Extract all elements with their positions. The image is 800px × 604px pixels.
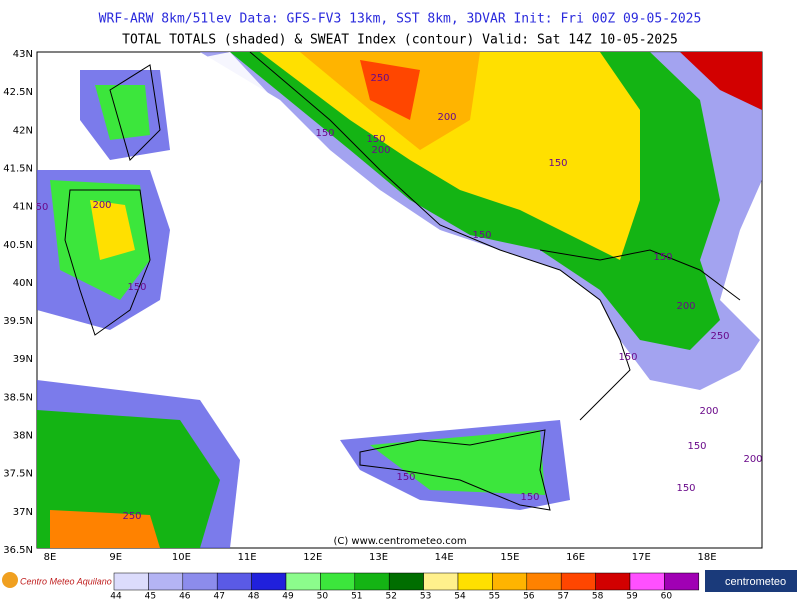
logo-box — [705, 570, 797, 592]
colorbar-swatch — [526, 572, 562, 591]
lat-label: 42N — [13, 125, 33, 136]
logo-icon — [2, 572, 18, 588]
contour-label: 200 — [699, 406, 718, 417]
colorbar-label: 49 — [282, 592, 294, 601]
lat-label: 42.5N — [3, 87, 33, 98]
contour-label: 200 — [92, 200, 111, 211]
lon-label: 13E — [369, 552, 388, 563]
colorbar-swatch — [113, 572, 149, 591]
colorbar-swatch — [457, 572, 493, 591]
lat-label: 43N — [13, 49, 33, 60]
lon-label: 11E — [238, 552, 257, 563]
lon-label: 14E — [435, 552, 454, 563]
colorbar-swatch — [148, 572, 184, 591]
logo-right: centrometeo — [705, 570, 797, 592]
contour-label: 200 — [371, 145, 390, 156]
sicily-coast — [359, 429, 551, 511]
colorbar-label: 54 — [454, 592, 466, 601]
lat-label: 38N — [13, 431, 33, 442]
contour-label: 50 — [36, 202, 49, 213]
contour-label: 150 — [472, 230, 491, 241]
colorbar-swatch — [320, 572, 356, 591]
contour-label: 250 — [710, 331, 729, 342]
lon-label: 9E — [109, 552, 122, 563]
logo-left: Centro Meteo Aquilano — [2, 572, 112, 588]
lon-label: 12E — [303, 552, 322, 563]
contour-label: 250 — [122, 511, 141, 522]
colorbar-label: 59 — [626, 592, 638, 601]
colorbar-swatch — [182, 572, 218, 591]
lat-label: 39N — [13, 354, 33, 365]
lon-label: 18E — [697, 552, 716, 563]
contour-label: 150 — [653, 252, 672, 263]
contour-label: 150 — [127, 282, 146, 293]
colorbar-swatch — [595, 572, 631, 591]
colorbar-swatch — [423, 572, 459, 591]
colorbar-swatch — [216, 572, 252, 591]
colorbar-label: 44 — [110, 592, 122, 601]
colorbar-label: 50 — [317, 592, 329, 601]
colorbar-swatch — [251, 572, 287, 591]
lon-label: 10E — [172, 552, 191, 563]
logo-right-text: centrometeo — [725, 576, 786, 588]
header-line1: WRF-ARW 8km/51lev Data: GFS-FV3 13km, SS… — [99, 12, 702, 27]
corsica-coast — [109, 64, 161, 161]
colorbar-swatch — [560, 572, 596, 591]
contour-label: 200 — [676, 301, 695, 312]
contour-label: 200 — [437, 112, 456, 123]
lat-label: 40.5N — [3, 240, 33, 251]
colorbar-swatch — [629, 572, 665, 591]
map-area — [36, 51, 763, 549]
colorbar-swatch — [492, 572, 528, 591]
contour-label: 150 — [687, 441, 706, 452]
header-line2: TOTAL TOTALS (shaded) & SWEAT Index (con… — [122, 33, 678, 48]
copyright: (C) www.centrometeo.com — [333, 536, 466, 547]
sardinia-coast — [64, 189, 151, 336]
logo-left-text: Centro Meteo Aquilano — [20, 576, 112, 586]
contour-label: 250 — [370, 73, 389, 84]
contour-label: 150 — [676, 483, 695, 494]
colorbar-label: 46 — [179, 592, 191, 601]
lat-label: 41N — [13, 202, 33, 213]
colorbar-label: 57 — [557, 592, 568, 601]
colorbar-label: 48 — [248, 592, 260, 601]
contour-label: 150 — [315, 128, 334, 139]
lat-label: 41.5N — [3, 163, 33, 174]
lon-label: 16E — [566, 552, 585, 563]
colorbar-swatch — [285, 572, 321, 591]
shaded-field — [37, 52, 762, 548]
lat-label: 39.5N — [3, 316, 33, 327]
colorbar-label: 45 — [145, 592, 156, 601]
colorbar-label: 56 — [523, 592, 535, 601]
lat-label: 37N — [13, 507, 33, 518]
colorbar-label: 60 — [661, 592, 673, 601]
contour-label: 150 — [366, 134, 385, 145]
lon-label: 17E — [632, 552, 651, 563]
coastline — [249, 51, 741, 421]
contour-label: 150 — [396, 472, 415, 483]
contour-label: 150 — [548, 158, 567, 169]
colorbar-label: 53 — [420, 592, 431, 601]
contour-label: 200 — [743, 454, 762, 465]
colorbar-label: 55 — [489, 592, 500, 601]
lat-label: 36.5N — [3, 545, 33, 556]
colorbar-swatch — [354, 572, 390, 591]
lon-label: 8E — [44, 552, 57, 563]
lon-label: 15E — [500, 552, 519, 563]
lat-label: 40N — [13, 278, 33, 289]
lat-label: 37.5N — [3, 469, 33, 480]
colorbar-swatch — [388, 572, 424, 591]
colorbar-swatch — [664, 572, 700, 591]
colorbar-label: 47 — [213, 592, 224, 601]
lat-label: 38.5N — [3, 392, 33, 403]
colorbar-label: 51 — [351, 592, 362, 601]
contour-label: 150 — [618, 352, 637, 363]
contour-label: 150 — [520, 492, 539, 503]
colorbar-label: 58 — [592, 592, 604, 601]
colorbar-label: 52 — [385, 592, 396, 601]
